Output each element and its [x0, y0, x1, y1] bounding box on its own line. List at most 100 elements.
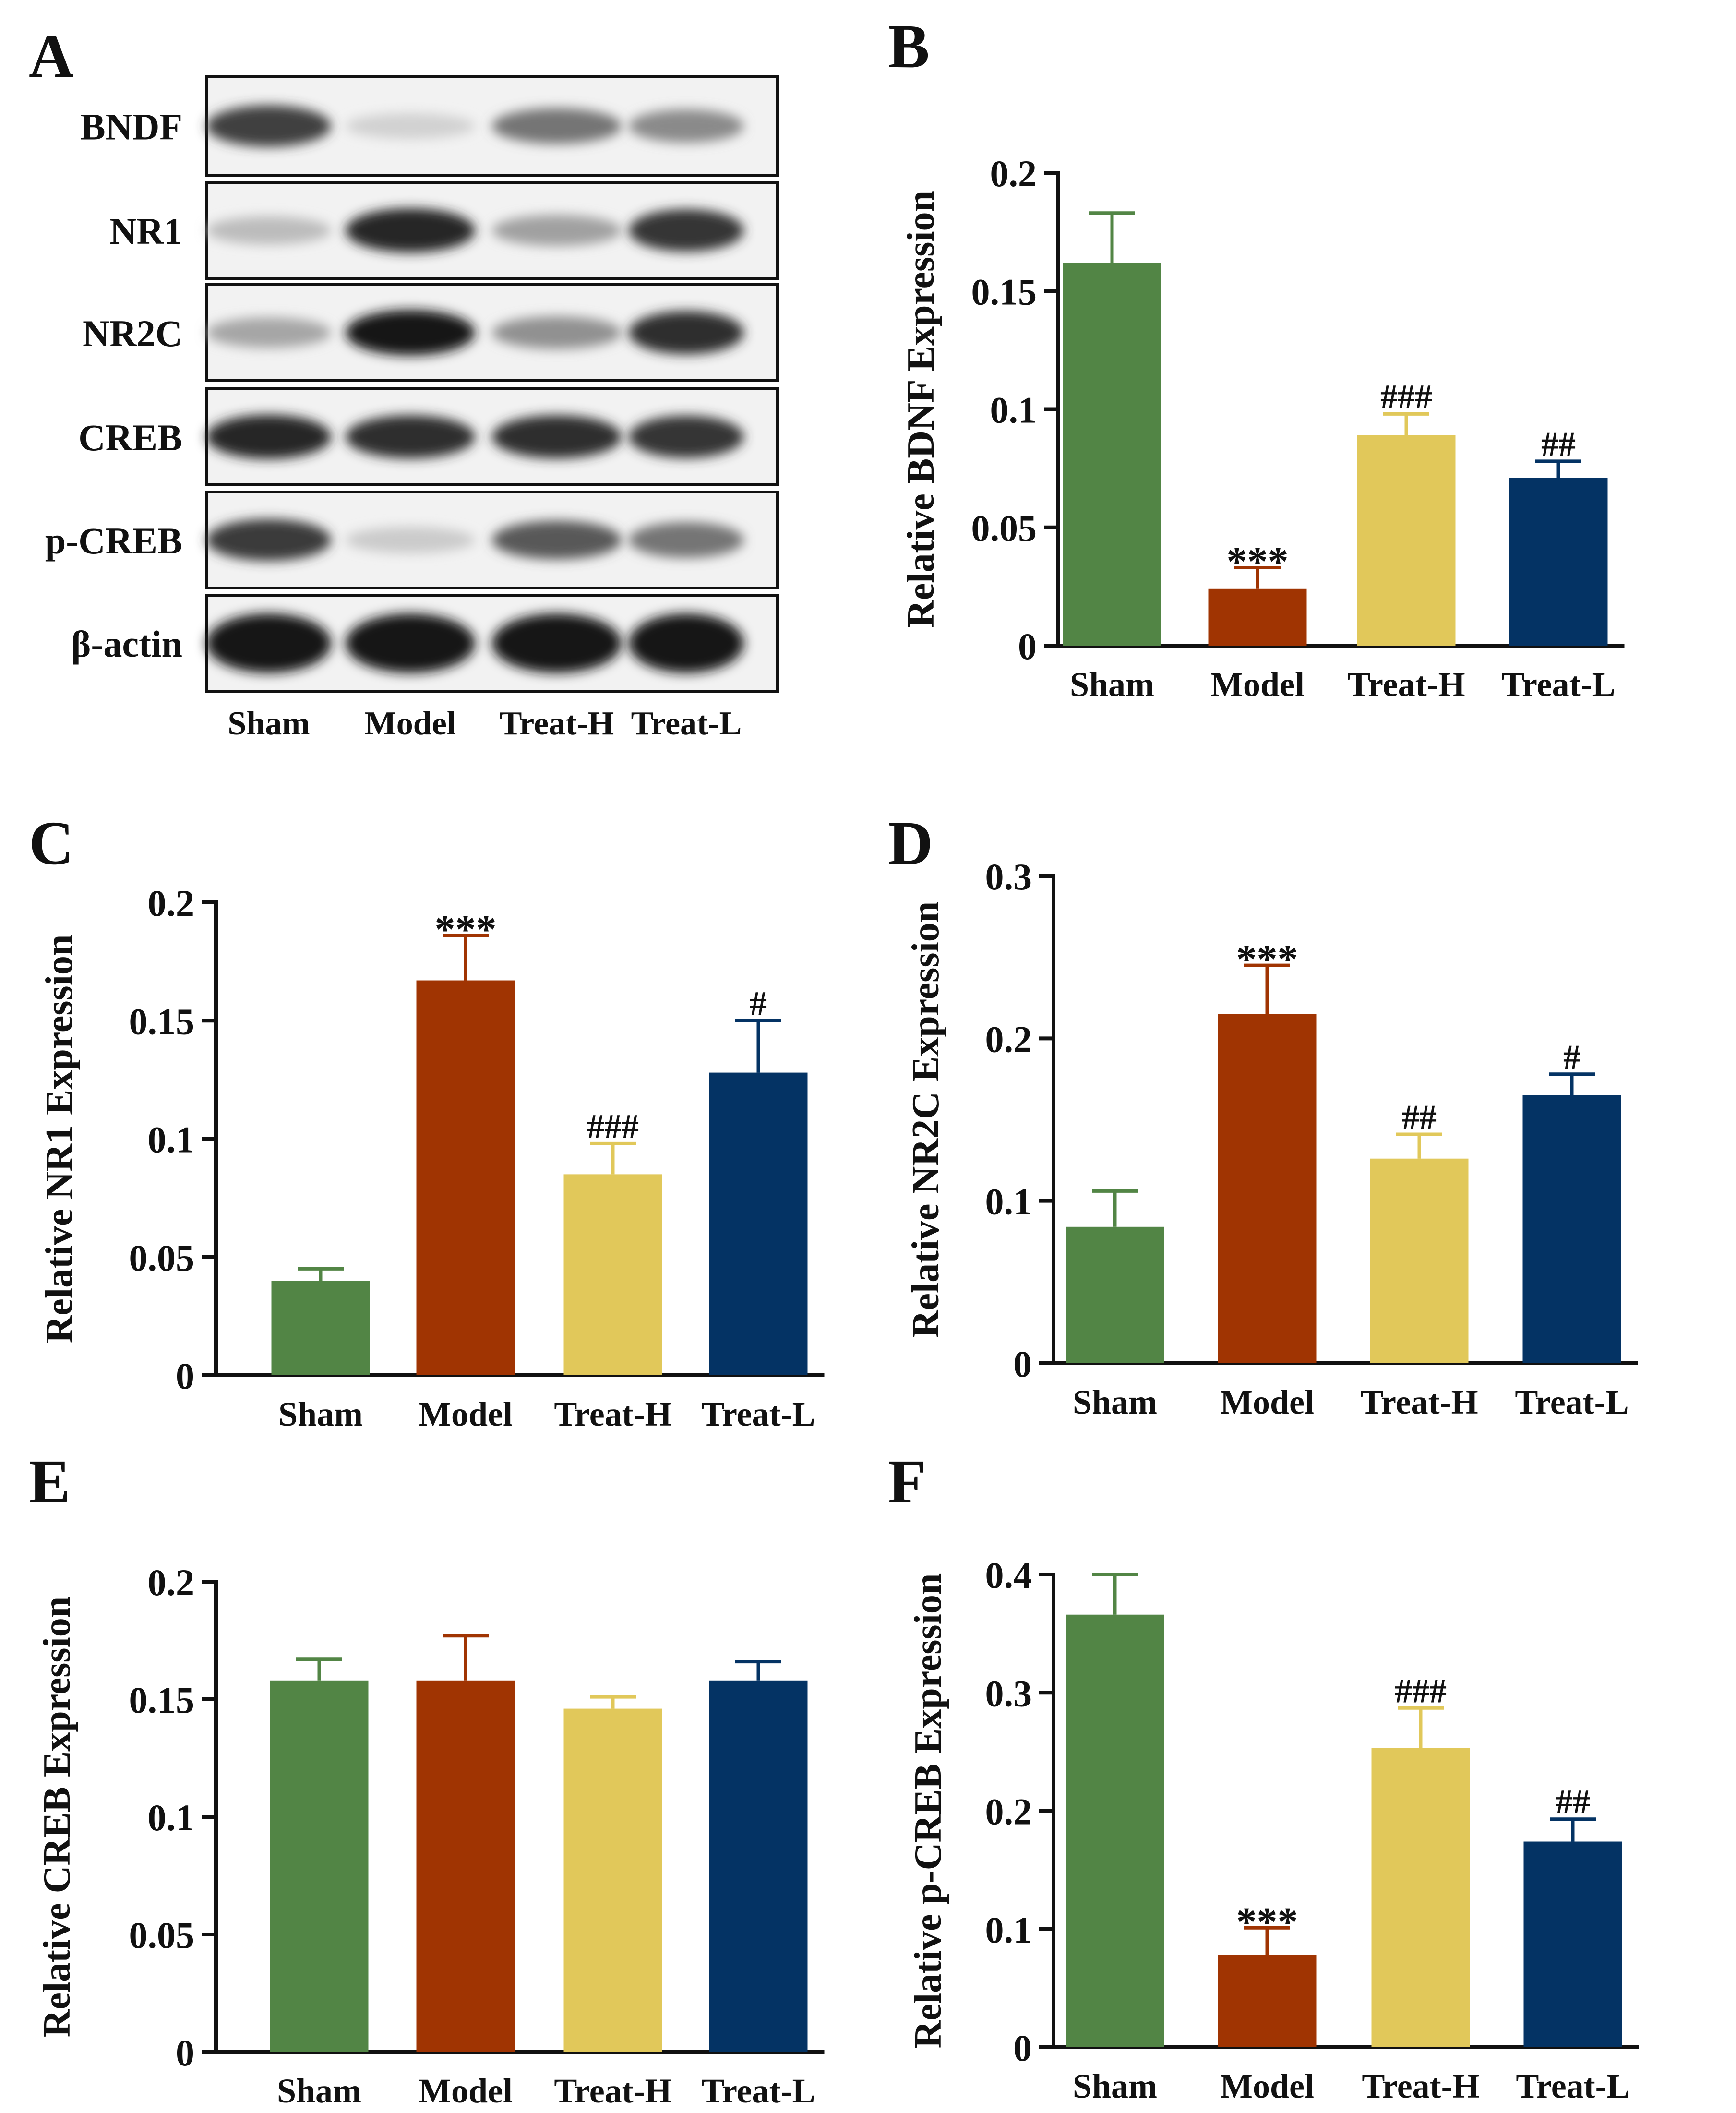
x-tick-label-model: Model: [419, 1395, 513, 1433]
bar-chart-d: D Relative NR2C Expression 0 0.1 0.2 0.3 Sham *…: [888, 809, 1638, 1421]
significance-label: #: [1563, 1038, 1580, 1076]
y-tick-label: 0.15: [971, 271, 1037, 312]
y-tick-label: 0.2: [985, 1018, 1032, 1060]
blot-row-nr2c: NR2C: [83, 283, 779, 382]
y-tick-label: 0: [1018, 625, 1037, 667]
y-tick-label: 0.05: [129, 1237, 195, 1279]
bar-treat-h: [1357, 435, 1456, 646]
x-tick-label-treat-h: Treat-H: [1362, 2067, 1479, 2105]
bar-chart-e: E Relative CREB Expression 0 0.05 0.1 0.15 0.2…: [29, 1447, 825, 2110]
blot-lane-label-treat-h: Treat-H: [500, 705, 614, 742]
significance-label: ##: [1541, 425, 1576, 463]
y-tick-label: 0.3: [985, 1672, 1032, 1714]
blot-row-label: NR1: [109, 210, 182, 252]
significance-label: ***: [1227, 538, 1289, 584]
x-tick-label-model: Model: [419, 2072, 513, 2110]
significance-label: ***: [435, 906, 497, 952]
bar-treat-l: [1509, 478, 1608, 646]
panel-label: C: [29, 809, 74, 878]
significance-label: ###: [1395, 1671, 1447, 1710]
blot-band: [346, 310, 475, 356]
blot-lane-label-sham: Sham: [227, 705, 310, 742]
bar-charts: B Relative BDNF Expression 0 0.05 0.1 0.15 0.2…: [29, 12, 1639, 2110]
y-tick-label: 0.1: [990, 389, 1037, 431]
western-blot-panel: A BNDF NR1 NR2C CREB p-CREB β-actin Sham Model…: [29, 22, 779, 742]
bar-model: [416, 980, 515, 1375]
x-tick-label-sham: Sham: [1070, 665, 1154, 704]
blot-band: [629, 613, 744, 673]
y-tick-label: 0.1: [148, 1119, 195, 1161]
bar-model: [1218, 1955, 1317, 2047]
blot-row-actin: β-actin: [71, 594, 779, 693]
y-tick-label: 0.1: [148, 1797, 195, 1838]
y-tick-label: 0: [1013, 2027, 1032, 2069]
x-tick-label-treat-h: Treat-H: [554, 1395, 671, 1433]
blot-band: [206, 317, 331, 348]
y-tick-label: 0.05: [129, 1914, 195, 1956]
blot-lane-label-treat-l: Treat-L: [631, 705, 742, 742]
panel-label: E: [29, 1447, 71, 1516]
blot-band: [206, 105, 331, 147]
blot-row-bndf: BNDF: [81, 75, 779, 177]
x-tick-label-sham: Sham: [277, 2072, 361, 2110]
blot-band: [206, 613, 331, 673]
y-axis-label: Relative NR1 Expression: [38, 935, 81, 1344]
bar-model: [416, 1680, 515, 2052]
blot-band: [346, 415, 475, 459]
blot-band: [629, 109, 744, 143]
x-tick-label-treat-h: Treat-H: [1347, 665, 1465, 704]
bar-treat-l: [1522, 1095, 1621, 1363]
blot-band: [492, 108, 622, 144]
x-tick-label-sham: Sham: [1073, 1383, 1157, 1421]
blot-row-creb: CREB: [78, 387, 779, 486]
bar-chart-c: C Relative NR1 Expression 0 0.05 0.1 0.15 0.2 S…: [29, 809, 825, 1433]
y-axis-label: Relative BDNF Expression: [900, 191, 942, 628]
significance-label: #: [750, 984, 767, 1022]
bar-treat-l: [709, 1680, 808, 2052]
significance-label: ***: [1236, 1898, 1298, 1945]
bar-treat-l: [1523, 1841, 1622, 2047]
y-axis-label: Relative NR2C Expression: [905, 901, 947, 1338]
bar-sham: [270, 1680, 369, 2052]
blot-band: [629, 311, 744, 355]
bar-treat-h: [1370, 1158, 1469, 1363]
blot-row-label: NR2C: [83, 312, 182, 354]
bar-model: [1208, 588, 1307, 646]
x-tick-label-model: Model: [1220, 1383, 1314, 1421]
blot-row-p-creb: p-CREB: [45, 491, 779, 589]
bar-sham: [1066, 1226, 1164, 1363]
bar-treat-l: [709, 1072, 808, 1375]
blot-lane-label-model: Model: [365, 705, 456, 742]
bar-chart-f: F Relative p-CREB Expression 0 0.1 0.2 0.3 0.4…: [888, 1447, 1639, 2105]
y-tick-label: 0.2: [148, 1561, 195, 1603]
blot-band: [492, 316, 622, 349]
significance-label: ###: [1380, 377, 1432, 416]
y-tick-label: 0: [176, 1355, 194, 1397]
blot-band: [346, 113, 475, 139]
significance-label: ***: [1236, 936, 1298, 982]
bar-sham: [271, 1281, 370, 1375]
y-tick-label: 0.4: [985, 1554, 1032, 1596]
panel-label: B: [888, 12, 930, 81]
bar-sham: [1066, 1614, 1164, 2047]
y-tick-label: 0.2: [985, 1791, 1032, 1833]
blot-band: [206, 216, 331, 245]
x-tick-label-treat-l: Treat-L: [1516, 2067, 1629, 2105]
y-tick-label: 0.1: [985, 1909, 1032, 1951]
blot-band: [629, 209, 744, 252]
x-tick-label-treat-l: Treat-L: [1515, 1383, 1628, 1421]
blot-band: [346, 613, 475, 673]
blot-band: [492, 613, 622, 673]
y-tick-label: 0.15: [129, 1679, 195, 1721]
blot-band: [206, 414, 331, 459]
x-tick-label-treat-l: Treat-L: [1501, 665, 1615, 704]
blot-band: [346, 208, 475, 253]
bar-treat-h: [1371, 1748, 1470, 2047]
blot-band: [492, 520, 622, 560]
blot-row-label: CREB: [78, 417, 182, 458]
blot-band: [629, 522, 744, 558]
panel-label: D: [888, 809, 933, 878]
y-tick-label: 0.2: [990, 153, 1037, 194]
significance-label: ###: [587, 1107, 639, 1145]
